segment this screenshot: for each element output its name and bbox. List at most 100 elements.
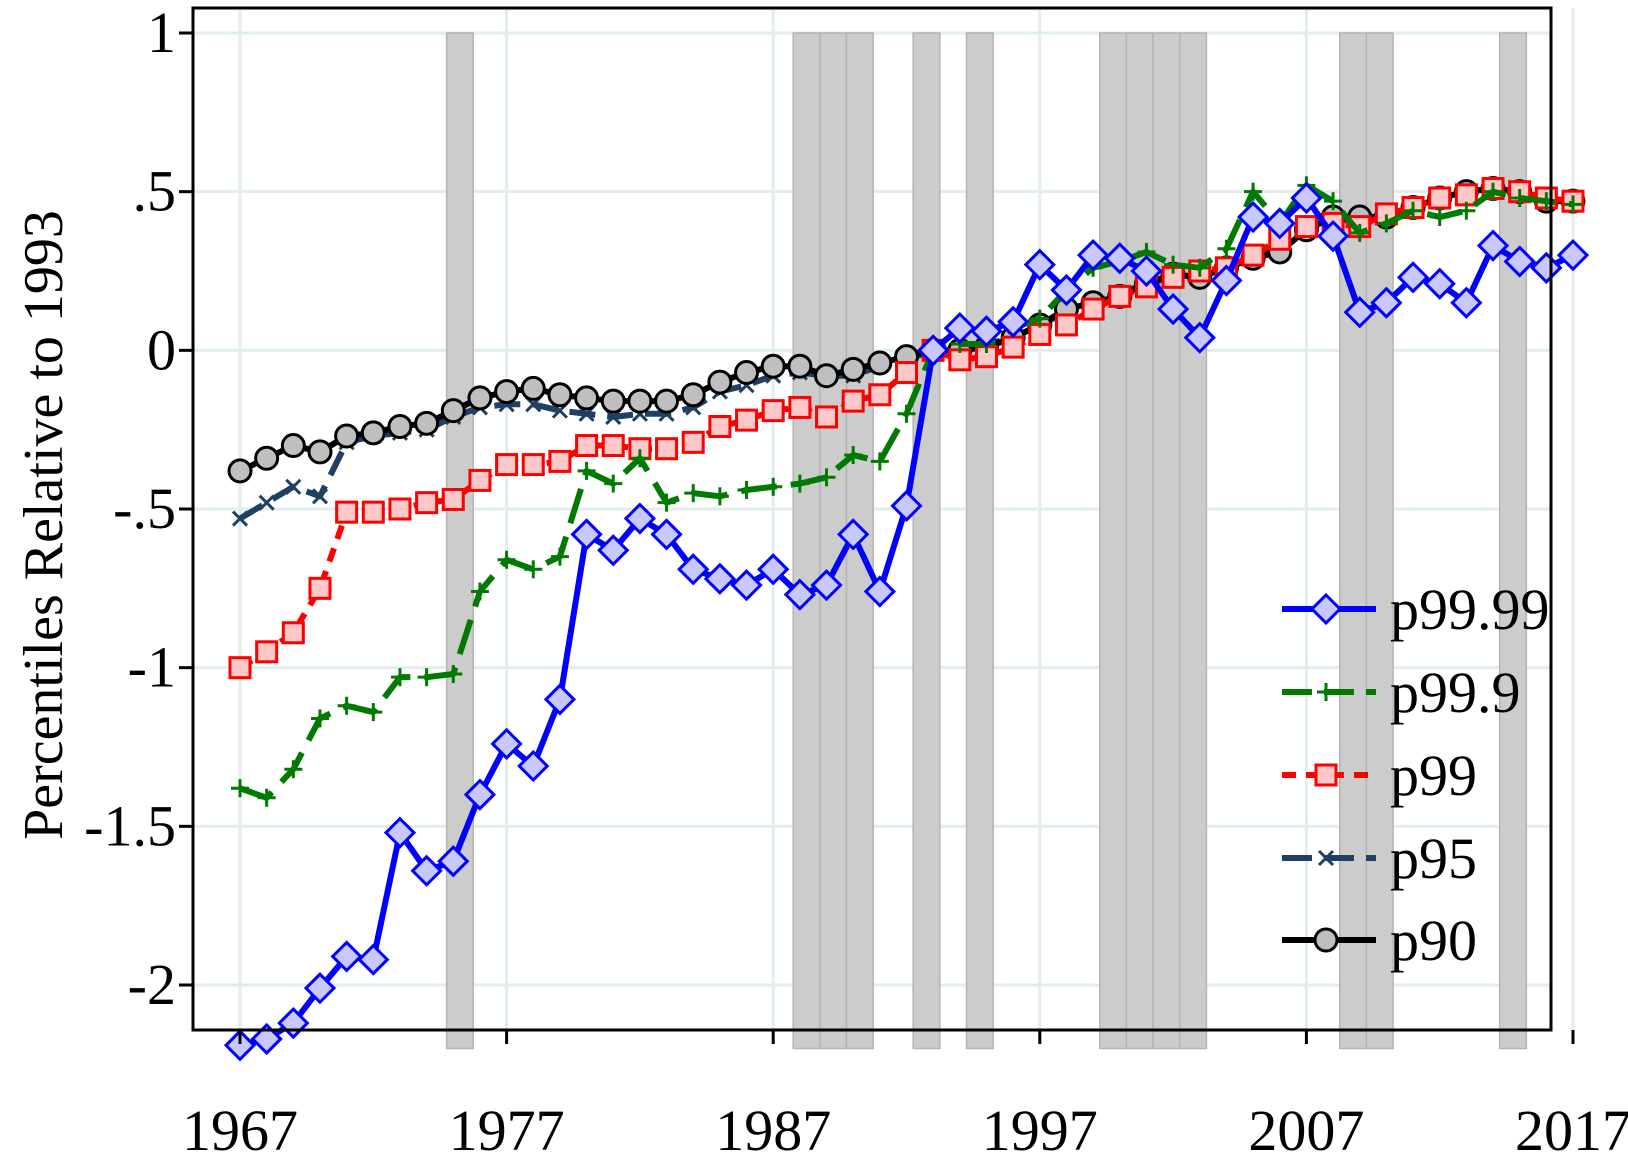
x-tick-label: 1967 [182,1098,298,1163]
data-point-diamond [650,518,683,551]
data-point-diamond [783,578,816,611]
data-point-square [788,395,812,419]
data-point-circle [227,458,253,484]
data-point-diamond [970,315,1003,348]
data-point-plus [257,788,276,807]
data-point-square [228,656,252,680]
data-point-plus [1190,258,1209,277]
recession-band [1099,32,1128,1050]
data-point-square [1108,284,1132,308]
data-point-diamond [463,778,497,811]
data-point-plus [870,452,889,471]
recession-band [965,32,994,1050]
data-point-square [761,399,785,423]
data-point-diamond [543,683,577,716]
data-point-circle [840,356,866,382]
data-point-plus [684,484,703,503]
data-point-circle [1313,927,1339,953]
x-tick-label: 1987 [715,1098,831,1163]
y-tick-label: 1 [147,0,176,65]
data-point-plus [1510,189,1529,208]
legend-item-p99-99: p99.99 [1282,577,1550,642]
data-point-diamond [997,305,1030,338]
data-point-circle [680,382,706,408]
data-point-plus [1324,192,1343,211]
data-point-diamond [1556,239,1590,272]
data-point-square [1314,763,1338,787]
data-point-diamond [597,534,630,567]
data-point-diamond [1343,296,1376,329]
data-point-square [815,405,839,429]
data-point-plus [630,449,649,468]
data-point-diamond [863,575,896,608]
data-point-square [1001,335,1025,359]
data-point-circle [360,420,386,446]
data-point-circle [547,382,573,408]
legend-item-p99-9: p99.9 [1282,660,1521,725]
data-point-circle [440,398,466,424]
data-point-diamond [890,489,923,522]
data-point-x [285,478,302,495]
data-point-square [1081,297,1105,321]
data-point-circle [654,388,680,414]
y-tick-label: .5 [133,159,177,224]
data-point-plus [390,668,409,687]
x-b [311,488,329,505]
data-point-diamond [330,940,363,973]
data-point-diamond [1503,245,1536,278]
data-point-circle [254,445,280,471]
data-point-plus [231,779,249,798]
recession-band [1365,32,1394,1050]
data-point-square [1294,215,1318,239]
data-point-plus [1244,182,1263,201]
data-point-circle [280,433,306,459]
y-tick-label: -1.5 [84,793,176,858]
y-tick-label: -2 [128,952,176,1017]
data-point-diamond [1050,273,1083,307]
data-point-square [895,361,918,385]
legend-label: p99.99 [1390,577,1550,642]
data-point-diamond [677,553,710,586]
data-point-diamond [1476,229,1510,262]
data-point-diamond [410,854,443,887]
data-point-square [655,437,679,461]
data-point-plus [1484,182,1503,201]
data-point-square [495,453,519,477]
data-point-circle [707,369,733,395]
data-point-plus [1377,214,1396,233]
data-point-diamond [1370,286,1403,319]
data-point-plus [444,665,463,684]
data-point-square [521,453,545,477]
x-tick-label: 1997 [982,1098,1098,1163]
data-point-plus [524,560,543,579]
data-point-plus [844,446,863,465]
data-point-circle [734,360,760,386]
legend-item-p90: p90 [1282,908,1477,973]
data-point-diamond [1076,239,1110,272]
data-point-circle [414,410,440,436]
data-point-x [231,510,249,527]
legend-label: p99 [1390,743,1477,808]
data-point-square [1054,313,1078,337]
data-point-diamond [837,518,870,551]
legend-item-p95: p95 [1282,826,1477,891]
data-point-plus [1350,223,1369,242]
x-axis-ticks: 1967 1977 1987 1997 2007 2017 [182,1030,1628,1163]
data-point-x [1317,849,1335,867]
data-point-circle [467,385,493,411]
recession-band [1338,32,1368,1050]
data-point-square [548,449,572,473]
series-p99-99 [223,181,1590,1062]
data-point-diamond [357,943,390,976]
data-point-square [868,383,892,407]
data-point-diamond [223,1029,257,1062]
data-point-plus [1564,195,1582,214]
series-group [223,175,1590,1062]
recession-band [912,32,941,1050]
recession-band [445,32,475,1050]
data-point-x [311,488,329,505]
data-point-circle [387,413,413,439]
recession-band [792,32,821,1050]
data-point-x [258,494,275,511]
data-point-plus [1404,201,1423,220]
